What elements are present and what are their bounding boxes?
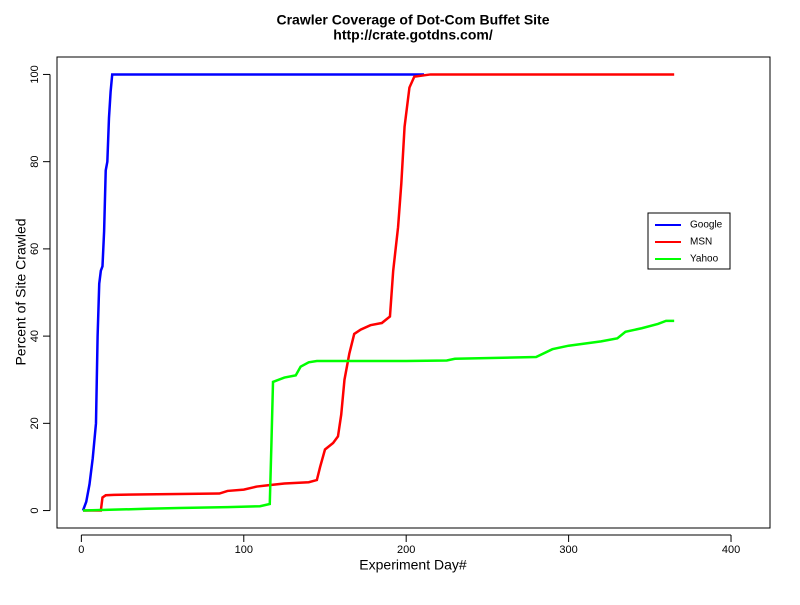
legend-label: MSN [690, 237, 712, 248]
y-axis-label: Percent of Site Crawled [13, 218, 29, 365]
chart-title: Crawler Coverage of Dot-Com Buffet Site [276, 12, 549, 28]
y-tick-label: 0 [29, 507, 41, 513]
series-line [82, 73, 675, 512]
series-line [82, 319, 675, 512]
x-tick-label: 300 [559, 544, 577, 556]
y-tick-label: 40 [29, 330, 41, 342]
x-tick-label: 0 [78, 544, 84, 556]
y-tick-label: 80 [29, 156, 41, 168]
x-tick-label: 200 [397, 544, 415, 556]
y-tick-label: 60 [29, 243, 41, 255]
x-tick-label: 100 [235, 544, 253, 556]
chart-subtitle: http://crate.gotdns.com/ [333, 27, 493, 43]
legend-label: Google [690, 220, 723, 231]
plot-frame [56, 56, 771, 529]
x-tick-label: 400 [722, 544, 740, 556]
series-line [81, 73, 425, 511]
y-tick-label: 100 [29, 65, 41, 83]
x-axis-label: Experiment Day# [359, 557, 467, 573]
y-tick-label: 20 [29, 417, 41, 429]
legend-label: Yahoo [690, 254, 719, 265]
